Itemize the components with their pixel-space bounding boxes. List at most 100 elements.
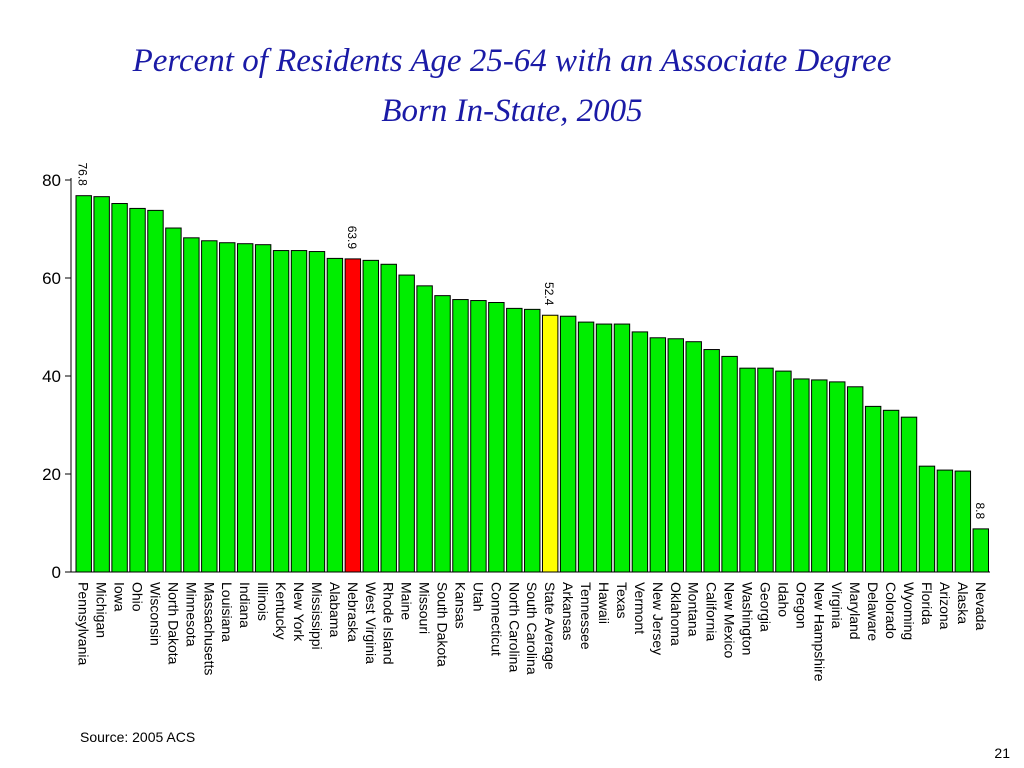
bar: [219, 242, 236, 573]
bar: [882, 409, 900, 573]
x-tick-label: Ohio: [130, 582, 146, 612]
bar: [183, 237, 200, 573]
x-tick-label: North Dakota: [165, 582, 181, 665]
bar: [362, 259, 379, 573]
y-tick-label: 40: [42, 367, 61, 386]
x-tick-label: Rhode Island: [381, 582, 397, 665]
x-tick-label: Michigan: [94, 582, 110, 638]
source-note: Source: 2005 ACS: [80, 729, 196, 745]
y-tick-label: 0: [52, 563, 61, 582]
bar: [398, 274, 415, 573]
bar: [470, 300, 487, 573]
x-tick-label: Arizona: [937, 582, 953, 630]
data-label: 52.4: [542, 282, 556, 306]
data-label: 8.8: [973, 502, 987, 519]
x-tick-label: Maryland: [847, 582, 863, 640]
bar: [416, 285, 433, 573]
bar: [595, 323, 613, 573]
x-tick-label: New Mexico: [722, 582, 738, 658]
x-tick-label: Utah: [470, 582, 486, 612]
bar: [793, 378, 810, 573]
x-tick-label: Florida: [919, 582, 935, 625]
x-tick-label: West Virginia: [363, 582, 379, 664]
bar: [201, 240, 218, 573]
y-tick-label: 60: [42, 269, 61, 288]
bar: [111, 203, 128, 573]
x-tick-label: Colorado: [883, 582, 899, 639]
x-tick-label: Idaho: [775, 582, 791, 617]
chart-title-line1: Percent of Residents Age 25-64 with an A…: [132, 43, 892, 79]
x-tick-label: Delaware: [865, 582, 881, 641]
x-tick-label: Oklahoma: [668, 582, 684, 646]
bar: [972, 528, 989, 573]
bar: [147, 209, 164, 573]
chart-title: Percent of Residents Age 25-64 with an A…: [0, 36, 1024, 136]
bar: [236, 243, 254, 573]
bar: [649, 337, 667, 573]
x-tick-label: State Average: [542, 582, 558, 670]
x-tick-label: Nevada: [973, 582, 989, 630]
x-tick-label: Indiana: [237, 582, 253, 628]
x-tick-label: Alaska: [955, 582, 971, 624]
bar: [165, 227, 182, 573]
bar: [954, 470, 972, 573]
data-label: 76.8: [76, 162, 90, 186]
bar: [685, 341, 702, 573]
data-label: 63.9: [345, 226, 359, 250]
x-tick-label: Mississippi: [309, 582, 325, 650]
x-tick-label: Georgia: [757, 582, 773, 632]
x-tick-label: Virginia: [829, 582, 845, 629]
x-tick-label: Illinois: [255, 582, 271, 621]
bar: [721, 355, 738, 573]
bar: [541, 314, 559, 573]
x-tick-label: Alabama: [327, 582, 343, 637]
x-tick-label: Massachusetts: [201, 582, 217, 675]
x-tick-label: Iowa: [112, 582, 128, 612]
x-tick-label: Arkansas: [560, 582, 576, 640]
x-tick-label: Missouri: [417, 582, 433, 634]
x-tick-label: South Carolina: [524, 582, 540, 675]
bar: [524, 308, 541, 573]
x-tick-label: Maine: [399, 582, 415, 620]
bar: [434, 295, 451, 573]
bar: [667, 338, 684, 573]
bar: [864, 405, 882, 573]
bar: [506, 307, 523, 573]
x-tick-label: Minnesota: [183, 582, 199, 647]
bar: [775, 370, 792, 573]
bar: [559, 315, 577, 573]
x-tick-label: Hawaii: [596, 582, 612, 624]
bar: [757, 367, 774, 573]
bar: [488, 302, 505, 573]
bar: [452, 299, 469, 573]
bar: [344, 258, 362, 573]
x-tick-label: Texas: [614, 582, 630, 619]
x-tick-label: Tennessee: [578, 582, 594, 650]
bar: [811, 379, 828, 573]
bar: [900, 416, 918, 573]
x-tick-label: New Jersey: [650, 582, 666, 655]
bar: [613, 323, 631, 573]
y-tick-label: 20: [42, 465, 61, 484]
bar: [829, 381, 846, 573]
x-tick-label: Vermont: [632, 582, 648, 634]
bar: [846, 386, 864, 573]
bar: [326, 257, 344, 573]
bar: [936, 469, 954, 573]
x-tick-label: Pennsylvania: [76, 582, 92, 665]
x-tick-label: Louisiana: [219, 582, 235, 642]
bar: [703, 349, 720, 573]
x-tick-label: Wyoming: [901, 582, 917, 640]
x-tick-label: South Dakota: [435, 582, 451, 667]
x-tick-label: Kansas: [452, 582, 468, 629]
x-tick-label: California: [704, 582, 720, 641]
bar: [739, 367, 756, 573]
bar: [577, 321, 595, 573]
bar: [272, 250, 290, 573]
chart-title-line2: Born In-State, 2005: [381, 93, 643, 129]
x-tick-label: Nebraska: [345, 582, 361, 642]
bar: [308, 251, 326, 573]
bar: [380, 263, 397, 573]
x-tick-label: Connecticut: [488, 582, 504, 656]
